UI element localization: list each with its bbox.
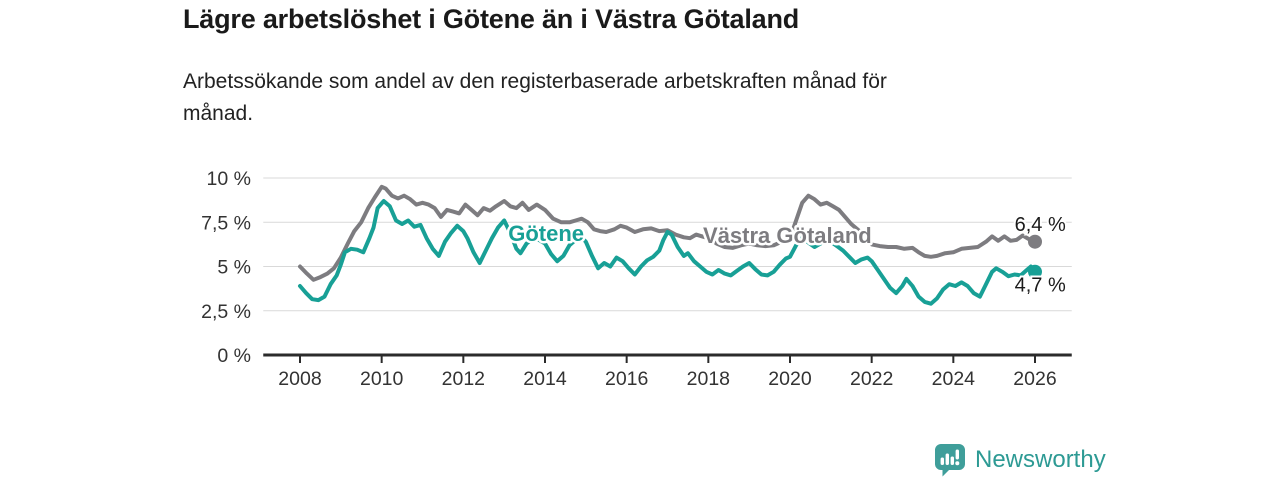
y-tick-label: 10 %	[207, 168, 251, 190]
newsworthy-wordmark: Newsworthy	[975, 446, 1106, 473]
x-tick-label: 2024	[932, 368, 976, 390]
series-end-dot-g-tene	[1027, 264, 1042, 279]
series-end-dot-v-stra-g-taland	[1027, 234, 1042, 249]
end-value-annotation-v-stra-g-taland: 6,4 %	[1015, 214, 1066, 236]
newsworthy-logo: Newsworthy	[934, 443, 1106, 477]
x-tick-label: 2012	[442, 368, 485, 390]
page-title: Lägre arbetslöshet i Götene än i Västra …	[183, 4, 800, 34]
x-tick-label: 2020	[768, 368, 812, 390]
end-value-annotation-g-tene: 4,7 %	[1015, 274, 1066, 296]
x-tick-label: 2008	[278, 368, 321, 390]
newsworthy-chart-bubble-icon	[935, 444, 965, 477]
series-label-v-stra-g-taland: Västra Götaland	[703, 223, 872, 248]
x-tick-label: 2026	[1013, 368, 1056, 390]
series-line-g-tene	[298, 199, 1037, 306]
chart-subtitle: Arbetssökande som andel av den registerb…	[183, 70, 887, 125]
y-tick-label: 0 %	[217, 345, 251, 367]
series-line-v-stra-g-taland	[298, 184, 1037, 282]
y-tick-label: 5 %	[217, 257, 251, 279]
x-tick-label: 2010	[360, 368, 404, 390]
y-tick-label: 2,5 %	[201, 301, 251, 323]
x-tick-label: 2016	[605, 368, 648, 390]
y-tick-label: 7,5 %	[201, 212, 251, 234]
x-tick-label: 2014	[523, 368, 567, 390]
series-label-g-tene: Götene	[508, 221, 584, 246]
x-tick-label: 2022	[850, 368, 893, 390]
x-tick-label: 2018	[687, 368, 730, 390]
